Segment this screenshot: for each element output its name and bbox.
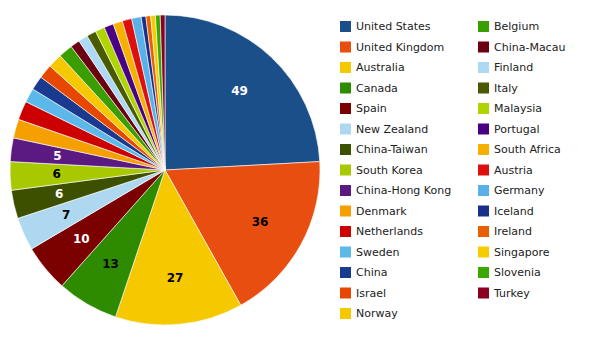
legend-label: Iceland [494,205,534,218]
legend-label: Canada [356,82,398,95]
data-labels: 49 36 27 13 107 6 6 5 [52,84,268,285]
data-label: 10 [73,232,90,246]
legend-swatch [340,288,351,299]
legend-swatch [340,42,351,53]
legend-swatch [340,185,351,196]
legend-swatch [340,62,351,73]
legend-swatch [340,226,351,237]
data-label: 49 [231,84,248,98]
legend-label: United States [356,20,431,33]
legend-label: United Kingdom [356,41,444,54]
legend-swatch [340,103,351,114]
legend-label: Australia [356,61,405,74]
legend-swatch [478,185,489,196]
legend-label: Austria [494,164,533,177]
data-label: 13 [102,257,119,271]
legend-swatch [340,165,351,176]
legend-swatch [478,226,489,237]
slice [155,15,165,170]
data-label: 5 [53,149,61,163]
legend-label: Malaysia [494,102,542,115]
slice [146,16,165,170]
legend-label: South Korea [356,164,423,177]
legend-swatch [478,247,489,258]
legend-swatch [478,83,489,94]
legend-label: New Zealand [356,123,428,136]
slices [10,15,320,325]
legend-label: Sweden [356,246,399,259]
legend-label: Netherlands [356,225,423,238]
legend-label: Norway [356,307,398,320]
data-label: 6 [55,187,63,201]
legend-label: Italy [494,82,518,95]
legend-swatch [478,42,489,53]
legend-swatch [340,83,351,94]
legend-label: Israel [356,287,386,300]
legend-label: South Africa [494,143,561,156]
legend-swatch [478,124,489,135]
legend-label: Germany [494,184,545,197]
legend-swatch [340,308,351,319]
legend-label: Portugal [494,123,540,136]
legend-swatch [340,144,351,155]
data-label: 7 [62,208,70,222]
legend-label: China-Taiwan [356,143,428,156]
legend-label: China-Hong Kong [356,184,451,197]
legend-swatch [340,124,351,135]
legend-swatch [340,247,351,258]
legend-swatch [478,21,489,32]
legend-label: Finland [494,61,533,74]
chart: 49 36 27 13 107 6 6 5 United States United Kingdo… [0,0,605,340]
legend-label: China-Macau [494,41,565,54]
legend: United States United Kingdom Australia Cana… [340,20,565,320]
legend-label: Spain [356,102,387,115]
slice [165,15,320,170]
legend-swatch [478,288,489,299]
legend-label: Belgium [494,20,539,33]
legend-swatch [478,267,489,278]
slice [151,15,165,170]
legend-label: Denmark [356,205,407,218]
data-label: 27 [167,271,184,285]
legend-label: Ireland [494,225,532,238]
data-label: 36 [252,215,269,229]
legend-swatch [340,21,351,32]
legend-label: China [356,266,387,279]
legend-swatch [340,206,351,217]
legend-label: Slovenia [494,266,541,279]
legend-swatch [340,267,351,278]
legend-label: Singapore [494,246,550,259]
slice [160,15,165,170]
legend-swatch [478,206,489,217]
legend-label: Turkey [493,287,530,300]
data-label: 6 [52,167,60,181]
legend-swatch [478,62,489,73]
legend-swatch [478,165,489,176]
legend-swatch [478,144,489,155]
legend-swatch [478,103,489,114]
